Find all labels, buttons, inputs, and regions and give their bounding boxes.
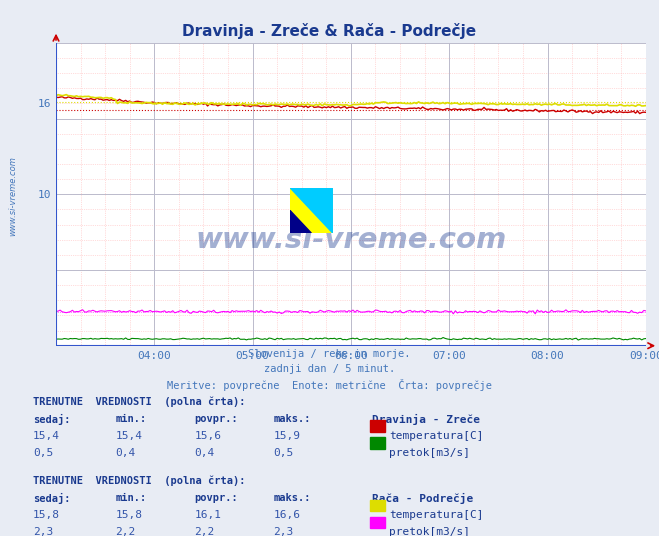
Text: 16,6: 16,6 xyxy=(273,510,301,520)
Text: temperatura[C]: temperatura[C] xyxy=(389,510,483,520)
Text: 0,5: 0,5 xyxy=(33,448,53,458)
Text: 2,3: 2,3 xyxy=(33,527,53,536)
Polygon shape xyxy=(290,188,333,233)
Text: maks.:: maks.: xyxy=(273,414,311,424)
Text: sedaj:: sedaj: xyxy=(33,493,71,504)
Text: 0,4: 0,4 xyxy=(115,448,136,458)
Text: Meritve: povprečne  Enote: metrične  Črta: povprečje: Meritve: povprečne Enote: metrične Črta:… xyxy=(167,379,492,391)
Text: 15,8: 15,8 xyxy=(33,510,60,520)
Text: temperatura[C]: temperatura[C] xyxy=(389,431,483,441)
Text: povpr.:: povpr.: xyxy=(194,493,238,503)
Text: 0,4: 0,4 xyxy=(194,448,215,458)
Text: Dravinja - Zreče & Rača - Podrečje: Dravinja - Zreče & Rača - Podrečje xyxy=(183,23,476,39)
Text: Slovenija / reke in morje.: Slovenija / reke in morje. xyxy=(248,349,411,360)
Text: TRENUTNE  VREDNOSTI  (polna črta):: TRENUTNE VREDNOSTI (polna črta): xyxy=(33,476,245,487)
Text: 16,1: 16,1 xyxy=(194,510,221,520)
Text: 0,5: 0,5 xyxy=(273,448,294,458)
Text: zadnji dan / 5 minut.: zadnji dan / 5 minut. xyxy=(264,364,395,375)
Text: povpr.:: povpr.: xyxy=(194,414,238,424)
Text: 2,2: 2,2 xyxy=(194,527,215,536)
Text: www.si-vreme.com: www.si-vreme.com xyxy=(195,226,507,254)
Text: min.:: min.: xyxy=(115,493,146,503)
Text: Dravinja - Zreče: Dravinja - Zreče xyxy=(372,414,480,425)
Text: pretok[m3/s]: pretok[m3/s] xyxy=(389,527,470,536)
Text: sedaj:: sedaj: xyxy=(33,414,71,425)
Text: 15,4: 15,4 xyxy=(33,431,60,441)
Text: 2,2: 2,2 xyxy=(115,527,136,536)
Text: 15,8: 15,8 xyxy=(115,510,142,520)
Text: TRENUTNE  VREDNOSTI  (polna črta):: TRENUTNE VREDNOSTI (polna črta): xyxy=(33,397,245,407)
Text: 15,6: 15,6 xyxy=(194,431,221,441)
Text: Rača - Podrečje: Rača - Podrečje xyxy=(372,493,474,504)
Text: maks.:: maks.: xyxy=(273,493,311,503)
Polygon shape xyxy=(290,188,333,233)
Text: 2,3: 2,3 xyxy=(273,527,294,536)
Text: www.si-vreme.com: www.si-vreme.com xyxy=(8,155,17,236)
Polygon shape xyxy=(290,210,312,233)
Text: 15,9: 15,9 xyxy=(273,431,301,441)
Text: min.:: min.: xyxy=(115,414,146,424)
Text: pretok[m3/s]: pretok[m3/s] xyxy=(389,448,470,458)
Text: 15,4: 15,4 xyxy=(115,431,142,441)
